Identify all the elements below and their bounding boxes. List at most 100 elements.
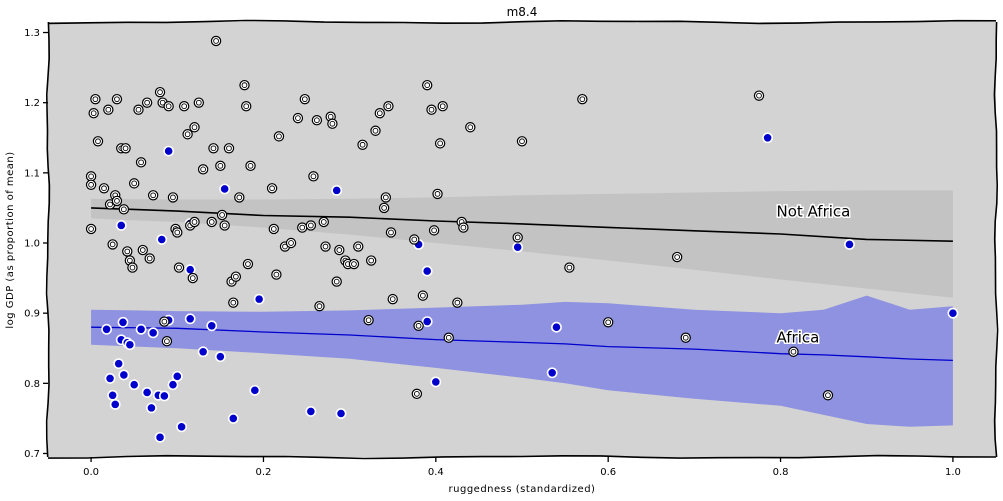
not-africa-point bbox=[215, 160, 226, 172]
not-africa-point bbox=[311, 115, 323, 126]
not-africa-point bbox=[383, 100, 394, 112]
not-africa-point bbox=[788, 346, 799, 357]
africa-point bbox=[156, 234, 168, 245]
not-africa-point bbox=[133, 104, 144, 115]
not-africa-point bbox=[266, 183, 278, 194]
not-africa-point bbox=[422, 79, 433, 91]
africa-point bbox=[546, 367, 558, 379]
not-africa-mean-line bbox=[91, 207, 953, 242]
africa-point bbox=[158, 390, 170, 402]
not-africa-point bbox=[128, 178, 140, 189]
not-africa-point bbox=[327, 118, 338, 129]
not-africa-point bbox=[564, 262, 575, 273]
not-africa-point bbox=[85, 179, 97, 190]
not-africa-point bbox=[187, 272, 198, 284]
africa-point bbox=[253, 293, 265, 305]
not-africa-point bbox=[127, 262, 138, 273]
africa-annotation: Africa bbox=[777, 329, 820, 347]
data-points bbox=[85, 35, 959, 443]
not-africa-point bbox=[411, 388, 423, 400]
not-africa-point bbox=[465, 122, 476, 133]
africa-point bbox=[117, 316, 129, 328]
africa-point bbox=[135, 323, 147, 335]
x-tick-label: 0.6 bbox=[600, 467, 616, 478]
not-africa-point bbox=[434, 138, 446, 149]
not-africa-point bbox=[305, 220, 317, 231]
not-africa-point bbox=[671, 251, 683, 263]
y-tick-label: 1.2 bbox=[24, 98, 40, 109]
africa-point bbox=[947, 307, 959, 319]
not-africa-point bbox=[458, 222, 469, 233]
not-africa-point bbox=[331, 276, 342, 287]
africa-point bbox=[141, 387, 153, 398]
not-africa-point bbox=[245, 160, 256, 172]
not-africa-point bbox=[314, 300, 325, 312]
not-africa-point bbox=[348, 258, 360, 270]
not-africa-point bbox=[135, 157, 147, 168]
not-africa-point bbox=[516, 136, 528, 147]
x-tick-label: 0.0 bbox=[83, 467, 99, 478]
x-tick-label: 0.8 bbox=[773, 467, 789, 478]
not-africa-point bbox=[234, 192, 245, 203]
not-africa-point bbox=[271, 269, 282, 280]
africa-point bbox=[167, 379, 179, 391]
x-tick-label: 0.4 bbox=[428, 467, 444, 478]
not-africa-point bbox=[437, 100, 448, 112]
not-africa-point bbox=[242, 258, 254, 270]
not-africa-point bbox=[299, 93, 311, 105]
not-africa-point bbox=[334, 244, 345, 256]
africa-point bbox=[421, 265, 433, 277]
not-africa-point bbox=[167, 192, 179, 203]
not-africa-point bbox=[308, 171, 319, 182]
not-africa-point bbox=[452, 297, 463, 308]
not-africa-point bbox=[193, 97, 205, 108]
not-africa-point bbox=[178, 100, 190, 112]
not-africa-point bbox=[172, 227, 183, 238]
y-axis-label: log GDP (as proportion of mean) bbox=[5, 151, 16, 328]
not-africa-point bbox=[154, 86, 166, 98]
africa-point bbox=[430, 376, 442, 388]
not-africa-point bbox=[144, 253, 155, 264]
not-africa-point bbox=[147, 190, 159, 201]
africa-point bbox=[512, 241, 524, 253]
not-africa-point bbox=[512, 232, 523, 243]
not-africa-annotation: Not Africa bbox=[777, 202, 851, 220]
not-africa-point bbox=[208, 143, 219, 154]
africa-point bbox=[163, 145, 175, 157]
not-africa-point bbox=[161, 336, 173, 347]
not-africa-point bbox=[98, 183, 110, 194]
africa-point bbox=[184, 313, 196, 325]
africa-point bbox=[147, 327, 159, 339]
x-axis-ticks: 0.0 0.2 0.4 0.6 0.8 1.0 bbox=[83, 457, 961, 478]
africa-point bbox=[124, 339, 136, 351]
africa-point bbox=[115, 220, 127, 231]
chart-title: m8.4 bbox=[507, 5, 538, 19]
not-africa-point bbox=[88, 108, 99, 119]
not-africa-point bbox=[432, 188, 443, 200]
africa-point bbox=[104, 373, 116, 384]
not-africa-point bbox=[111, 195, 123, 207]
plot-frame bbox=[45, 19, 999, 460]
not-africa-point bbox=[219, 220, 230, 231]
africa-point bbox=[101, 323, 113, 335]
africa-point bbox=[762, 132, 774, 144]
africa-point bbox=[551, 321, 562, 333]
not-africa-point bbox=[297, 222, 308, 233]
africa-point bbox=[421, 316, 433, 327]
not-africa-point bbox=[365, 255, 377, 266]
africa-point bbox=[171, 370, 183, 382]
not-africa-point bbox=[413, 320, 424, 331]
fit-lines bbox=[91, 207, 953, 362]
not-africa-point bbox=[273, 131, 285, 142]
not-africa-point bbox=[387, 293, 398, 305]
not-africa-point bbox=[353, 241, 364, 252]
not-africa-point bbox=[378, 202, 390, 214]
not-africa-point bbox=[602, 317, 614, 328]
africa-point bbox=[219, 183, 231, 195]
africa-point bbox=[844, 239, 855, 250]
not-africa-point bbox=[122, 246, 133, 257]
not-africa-point bbox=[680, 332, 691, 343]
not-africa-point bbox=[189, 122, 200, 133]
not-africa-point bbox=[753, 90, 765, 101]
